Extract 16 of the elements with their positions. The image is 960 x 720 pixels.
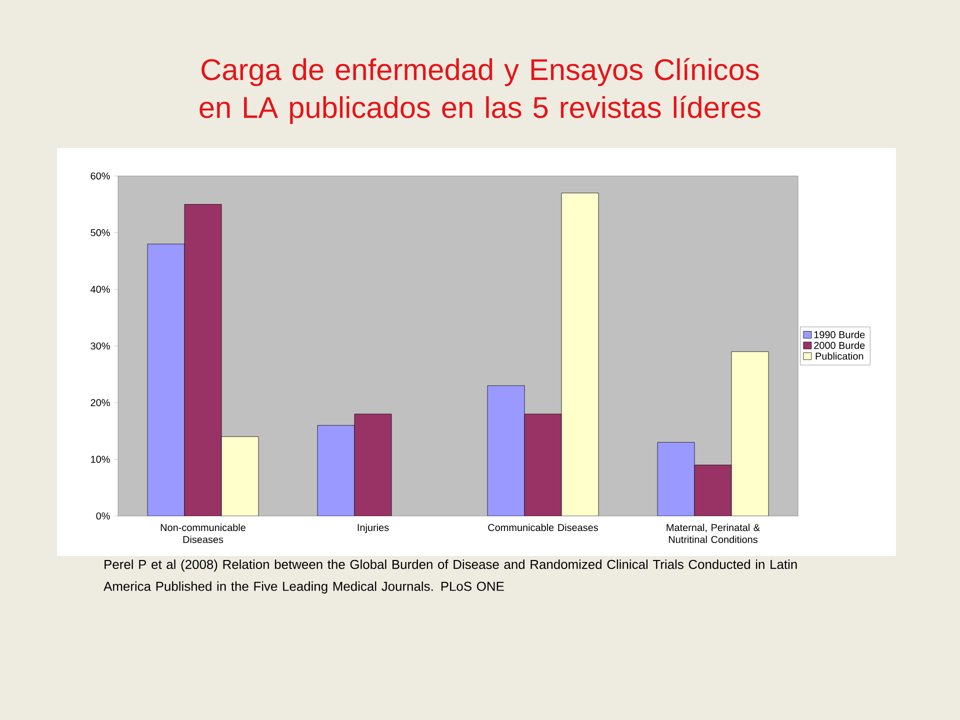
x-tick-label: Maternal, Perinatal & Nutritinal Conditions	[666, 524, 760, 544]
y-tick-label: 50%	[90, 229, 110, 236]
y-tick-label: 10%	[91, 456, 110, 463]
y-tick-label: 30%	[90, 342, 110, 350]
y-tick-label: 60%	[90, 172, 110, 180]
legend-label: Publication	[816, 352, 864, 360]
chart-title: Carga de enfermedad y Ensayos Clínicos en LA publicados en las 5 revistas líderes	[200, 58, 760, 124]
x-tick-label: Injuries	[358, 524, 389, 534]
y-tick-label: 0%	[96, 512, 110, 520]
legend-label: 2000 Burde	[814, 342, 865, 349]
x-tick-label: Non-communicable Diseases	[160, 524, 246, 544]
x-tick-label: Communicable Diseases	[488, 524, 598, 532]
legend-label: 1990 Burde	[814, 330, 865, 338]
text: Perel P et al (2008) Relation between the Global Burden of Disease and Randomized Clinical Trials Conducted in Latin America Published in the Five Leading Medical Journals. PLoS ONE	[104, 560, 797, 594]
y-tick-label: 20%	[90, 399, 110, 406]
y-tick-label: 40%	[90, 286, 110, 293]
